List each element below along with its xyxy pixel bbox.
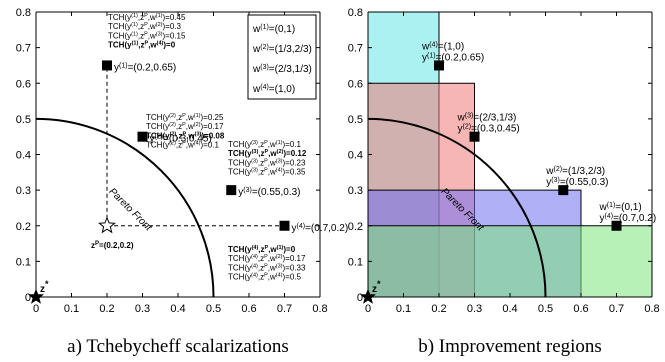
legend-item: w(1)=(0,1) (252, 24, 295, 36)
y-tick-label: 0.2 (16, 221, 31, 233)
annotation-line: TCH(y(1),zP,w(2))=0.3 (108, 22, 181, 31)
x-tick-label: 0.7 (277, 303, 292, 315)
x-tick-label: 0.7 (609, 303, 624, 315)
data-point-label: y(3)=(0.55,0.3) (238, 187, 300, 199)
pareto-front-label: Pareto Front (107, 186, 155, 234)
panel-caption: a) Tchebycheff scalarizations (67, 336, 289, 357)
x-tick-label: 0 (365, 303, 371, 315)
annotation-group: TCH(y(4),zP,w(1))=0TCH(y(4),zP,w(2))=0.1… (228, 245, 306, 282)
ideal-point-label: z* (40, 279, 49, 295)
data-point-label: y(4)=(0.7,0.2) (600, 212, 657, 224)
y-tick-label: 0.3 (16, 185, 31, 197)
improvement-region (368, 225, 652, 297)
ideal-point-marker (28, 288, 44, 304)
x-tick-label: 0.2 (431, 303, 446, 315)
x-tick-label: 0.6 (573, 303, 588, 315)
data-point-weight-label: w(3)=(2/3,1/3) (457, 112, 517, 124)
y-tick-label: 0.1 (16, 256, 31, 268)
data-point-label: y(2)=(0.3,0.45) (150, 133, 212, 145)
annotation-group: TCH(y(2),zP,w(1))=0.25TCH(y(2),zP,w(2))=… (146, 113, 225, 150)
y-tick-label: 0.5 (16, 114, 31, 126)
data-point-weight-label: w(1)=(0,1) (599, 201, 642, 213)
data-point-weight-label: w(4)=(1,0) (421, 41, 464, 53)
data-point (226, 185, 237, 196)
x-tick-label: 0.1 (64, 303, 79, 315)
y-tick-label: 0.3 (348, 185, 363, 197)
annotation-line: TCH(y(2),zP,w(4))=0.1 (146, 141, 219, 150)
panel-a: Pareto Front zP=(0.2,0.2) 0 0.1 0.2 0.3 0.4 0.5… (16, 7, 348, 315)
reference-point-marker (98, 216, 116, 234)
x-tick-label: 0.4 (502, 303, 517, 315)
x-tick-label: 0 (33, 303, 39, 315)
legend-item: w(3)=(2/3,1/3) (252, 64, 312, 76)
data-point-label: y(3)=(0.55,0.3) (546, 177, 608, 189)
x-tick-label: 0.6 (241, 303, 256, 315)
annotation-line: TCH(y(3),zP,w(3))=0.23 (228, 158, 306, 167)
ideal-point-marker (360, 288, 376, 304)
y-tick-label: 0.6 (348, 78, 363, 90)
annotation-group: TCH(y(1),zP,w(1))=0.45TCH(y(1),zP,w(2))=… (108, 13, 186, 50)
y-tick-label: 0.1 (348, 256, 363, 268)
annotation-line: TCH(y(4),zP,w(4))=0.5 (228, 273, 301, 282)
x-tick-label: 0.5 (538, 303, 553, 315)
annotation-line: TCH(y(4),zP,w(3))=0.33 (228, 263, 306, 272)
y-tick-label: 0.7 (16, 43, 31, 55)
pareto-front-curve (36, 117, 215, 297)
legend-box (247, 14, 317, 100)
annotation-line: TCH(y(3),zP,w(1))=0.1 (228, 140, 301, 149)
data-point-weight-label: w(2)=(1/3,2/3) (545, 166, 605, 178)
annotation-line: TCH(y(1),zP,w(4))=0 (108, 41, 176, 50)
data-point-label: y(1)=(0.2,0.65) (422, 52, 484, 64)
reference-point-label: zP=(0.2,0.2) (91, 241, 134, 250)
y-tick-label: 0.4 (16, 150, 31, 162)
annotation-line: TCH(y(1),zP,w(3))=0.15 (108, 31, 186, 40)
data-point (611, 220, 622, 231)
pareto-front-curve (368, 117, 547, 297)
annotation-line: TCH(y(2),zP,w(2))=0.17 (146, 122, 224, 131)
data-point (434, 60, 444, 71)
x-tick-label: 0.4 (170, 303, 185, 315)
x-tick-label: 0.3 (135, 303, 150, 315)
x-tick-label: 0.8 (644, 303, 659, 315)
data-point-label: y(1)=(0.2,0.65) (114, 62, 176, 74)
annotation-group: TCH(y(3),zP,w(1))=0.1TCH(y(3),zP,w(2))=0… (228, 140, 307, 177)
y-tick-label: 0 (357, 292, 363, 304)
data-point (558, 185, 569, 196)
data-point (137, 131, 148, 142)
data-point-label: y(4)=(0.7,0.2) (292, 222, 349, 234)
data-point-label: y(2)=(0.3,0.45) (458, 123, 520, 135)
y-tick-label: 0.8 (16, 7, 31, 19)
x-tick-label: 0.2 (99, 303, 114, 315)
annotation-line: TCH(y(4),zP,w(1))=0 (228, 245, 296, 254)
annotation-line: TCH(y(3),zP,w(2))=0.12 (228, 149, 307, 158)
data-point (279, 220, 290, 231)
y-tick-label: 0.2 (348, 221, 363, 233)
annotation-line: TCH(y(3),zP,w(4))=0.35 (228, 168, 306, 177)
plot-area (368, 12, 652, 297)
ideal-point-label: z* (372, 279, 381, 295)
x-tick-label: 0.8 (312, 303, 327, 315)
x-tick-label: 0.5 (206, 303, 221, 315)
x-tick-label: 0.3 (467, 303, 482, 315)
annotation-line: TCH(y(2),zP,w(1))=0.25 (146, 113, 224, 122)
legend-item: w(2)=(1/3,2/3) (252, 44, 312, 56)
panel-caption: b) Improvement regions (418, 336, 602, 357)
y-tick-label: 0.7 (348, 43, 363, 55)
y-tick-label: 0.8 (348, 7, 363, 19)
y-tick-label: 0 (25, 292, 31, 304)
annotation-line: TCH(y(4),zP,w(2))=0.17 (228, 254, 306, 263)
plot-area (36, 65, 285, 297)
data-point (102, 60, 112, 71)
annotation-line: TCH(y(1),zP,w(1))=0.45 (108, 13, 186, 22)
x-tick-label: 0.1 (396, 303, 411, 315)
y-tick-label: 0.6 (16, 78, 31, 90)
y-tick-label: 0.4 (348, 150, 363, 162)
annotation-line: TCH(y(2),zP,w(3))=0.08 (146, 131, 225, 140)
y-tick-label: 0.5 (348, 114, 363, 126)
data-point (469, 131, 480, 142)
legend-item: w(4)=(1,0) (252, 84, 295, 96)
